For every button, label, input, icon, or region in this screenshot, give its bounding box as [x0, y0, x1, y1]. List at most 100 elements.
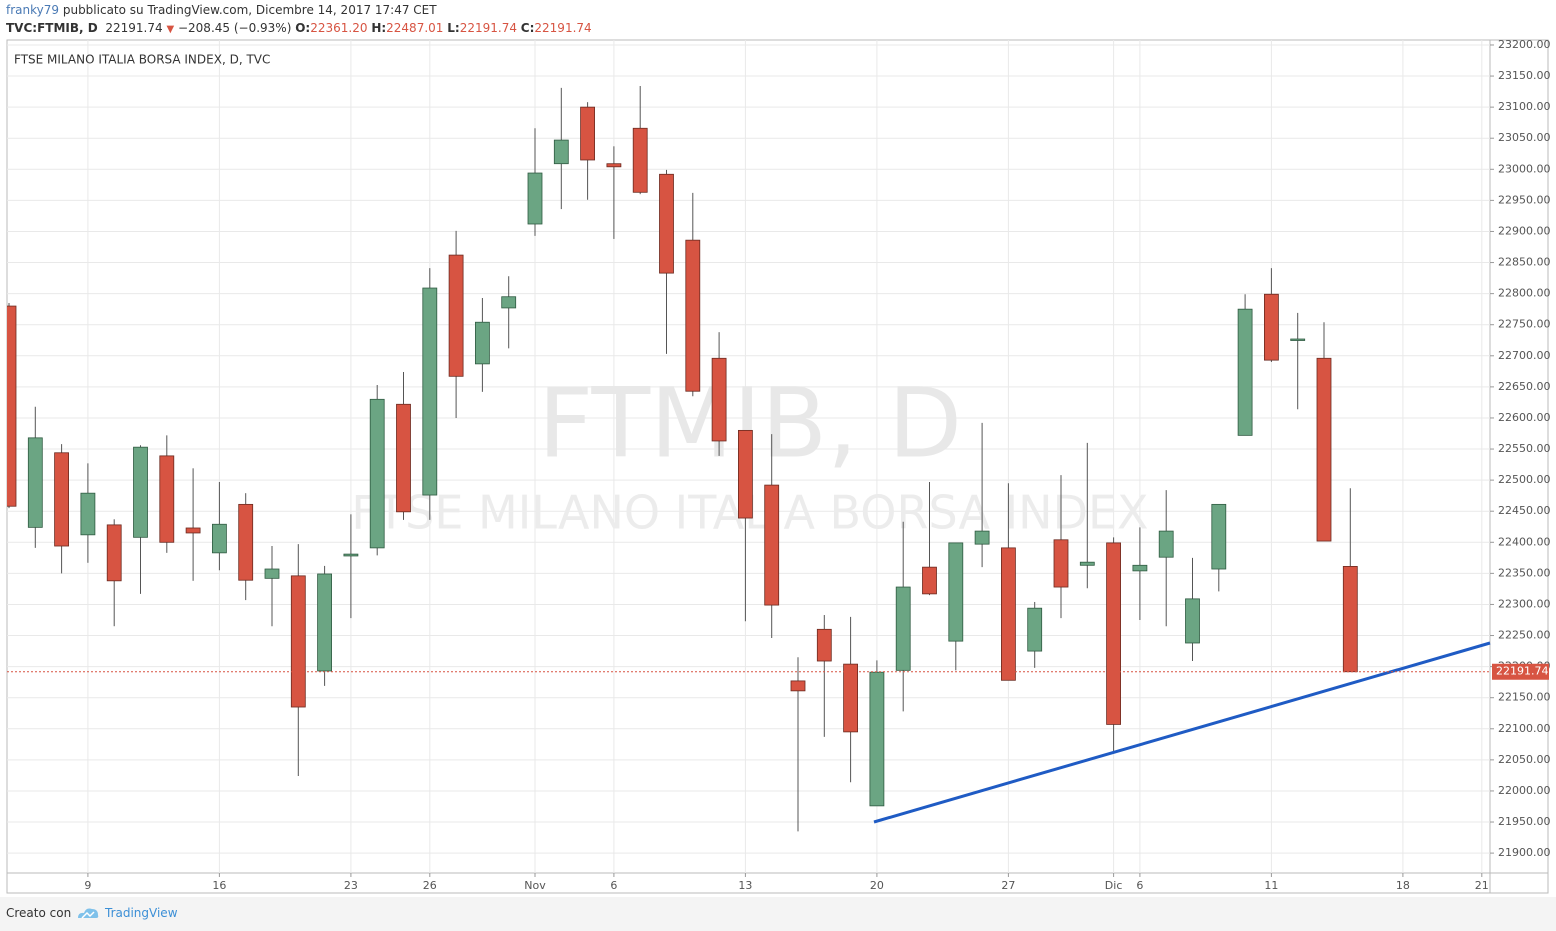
candle-body [895, 586, 911, 671]
candle-body [738, 429, 753, 519]
y-tick-label: 22050.00 [1498, 753, 1551, 766]
x-tick-label: 23 [344, 879, 358, 892]
candle-body [816, 628, 832, 662]
candle-body [1211, 503, 1227, 570]
candle-body [474, 321, 490, 365]
candle-body [1158, 530, 1174, 558]
o-value: 22361.20 [310, 21, 368, 35]
y-tick-label: 23100.00 [1498, 100, 1551, 113]
x-tick-label: 21 [1475, 879, 1489, 892]
header-line-2: TVC:FTMIB, D 22191.74 ▼ −208.45 (−0.93%)… [6, 21, 592, 35]
c-value: 22191.74 [534, 21, 592, 35]
candle-body [501, 296, 517, 309]
y-tick-label: 21900.00 [1498, 846, 1551, 859]
x-tick-label: 11 [1264, 879, 1278, 892]
candle-body [843, 663, 858, 733]
x-tick-label: 9 [84, 879, 91, 892]
candle-body [948, 542, 964, 642]
candle-body [80, 492, 96, 536]
candle-body [238, 503, 254, 581]
x-tick-label: 18 [1396, 879, 1410, 892]
candle-body [106, 524, 122, 582]
candle-body [7, 305, 17, 507]
y-tick-label: 22700.00 [1498, 349, 1551, 362]
candle-body [290, 575, 306, 708]
y-tick-label: 22000.00 [1498, 784, 1551, 797]
y-tick-label: 23050.00 [1498, 131, 1551, 144]
candle-body [922, 566, 937, 595]
candle-body [159, 455, 175, 543]
down-arrow: ▼ [166, 24, 175, 35]
candle-body [369, 398, 385, 549]
candle-body [685, 239, 701, 392]
x-tick-label: 26 [423, 879, 437, 892]
y-tick-label: 22300.00 [1498, 597, 1551, 610]
y-tick-label: 22400.00 [1498, 535, 1551, 548]
candle-body [1001, 547, 1016, 681]
published: pubblicato su TradingView.com, Dicembre … [62, 3, 437, 17]
y-tick-label: 22750.00 [1498, 318, 1551, 331]
candle-body [659, 173, 674, 274]
candle-body [1185, 598, 1200, 644]
y-tick-label: 22950.00 [1498, 193, 1551, 206]
chart: FTMIB, D FTSE MILANO ITALIA BORSA INDEX … [6, 38, 1551, 894]
candle-body [422, 287, 438, 496]
candle-body [1132, 564, 1148, 572]
l-value: 22191.74 [459, 21, 517, 35]
h-value: 22487.01 [386, 21, 444, 35]
candle-body [343, 553, 359, 557]
candle-body [317, 573, 333, 672]
x-tick-label: 13 [738, 879, 752, 892]
candle-body [711, 357, 727, 442]
l-label: L: [447, 21, 460, 35]
last-price-badge [1492, 663, 1549, 680]
y-tick-label: 22100.00 [1498, 722, 1551, 735]
y-tick-label: 23150.00 [1498, 69, 1551, 82]
candle-body [1053, 539, 1069, 588]
candle-body [1264, 293, 1279, 361]
symbol: TVC:FTMIB, D [6, 21, 98, 35]
footer-text: Creato con [6, 906, 72, 920]
x-tick-label: 20 [870, 879, 884, 892]
candle-body [54, 452, 69, 547]
candle-body [606, 163, 622, 168]
footer: Creato con TradingView [0, 897, 1556, 931]
candle-body [764, 484, 780, 606]
y-tick-label: 22550.00 [1498, 442, 1551, 455]
footer-brand[interactable]: TradingView [105, 906, 178, 920]
y-tick-label: 23200.00 [1498, 38, 1551, 51]
candle-body [1027, 607, 1043, 652]
candle-body [1237, 308, 1253, 436]
y-tick-label: 22650.00 [1498, 380, 1551, 393]
candle-body [133, 446, 148, 538]
candle-body [632, 127, 648, 193]
chart-title: FTSE MILANO ITALIA BORSA INDEX, D, TVC [14, 53, 270, 67]
y-tick-label: 22250.00 [1498, 629, 1551, 642]
candle-body [27, 437, 43, 528]
last: 22191.74 [105, 21, 163, 35]
author[interactable]: franky79 [6, 3, 60, 17]
y-tick-label: 22450.00 [1498, 504, 1551, 517]
y-tick-label: 22850.00 [1498, 256, 1551, 269]
change: −208.45 (−0.93%) [177, 21, 292, 35]
x-tick-label: Nov [524, 879, 546, 892]
candle-body [1079, 561, 1095, 566]
candle-body [974, 530, 990, 545]
candle-body [580, 106, 595, 161]
candle-body [553, 139, 569, 165]
header-line-1: franky79 pubblicato su TradingView.com, … [6, 3, 437, 17]
candle-body [1316, 357, 1332, 542]
y-tick-label: 22900.00 [1498, 224, 1551, 237]
y-tick-label: 21950.00 [1498, 815, 1551, 828]
candle-body [869, 671, 885, 807]
y-tick-label: 22150.00 [1498, 691, 1551, 704]
x-tick-label: 27 [1001, 879, 1015, 892]
candle-body [1106, 542, 1121, 725]
candle-body [448, 254, 464, 377]
x-tick-label: 6 [610, 879, 617, 892]
y-tick-label: 22500.00 [1498, 473, 1551, 486]
y-tick-label: 22350.00 [1498, 566, 1551, 579]
candle-body [527, 172, 543, 225]
trend-line [873, 641, 1491, 824]
